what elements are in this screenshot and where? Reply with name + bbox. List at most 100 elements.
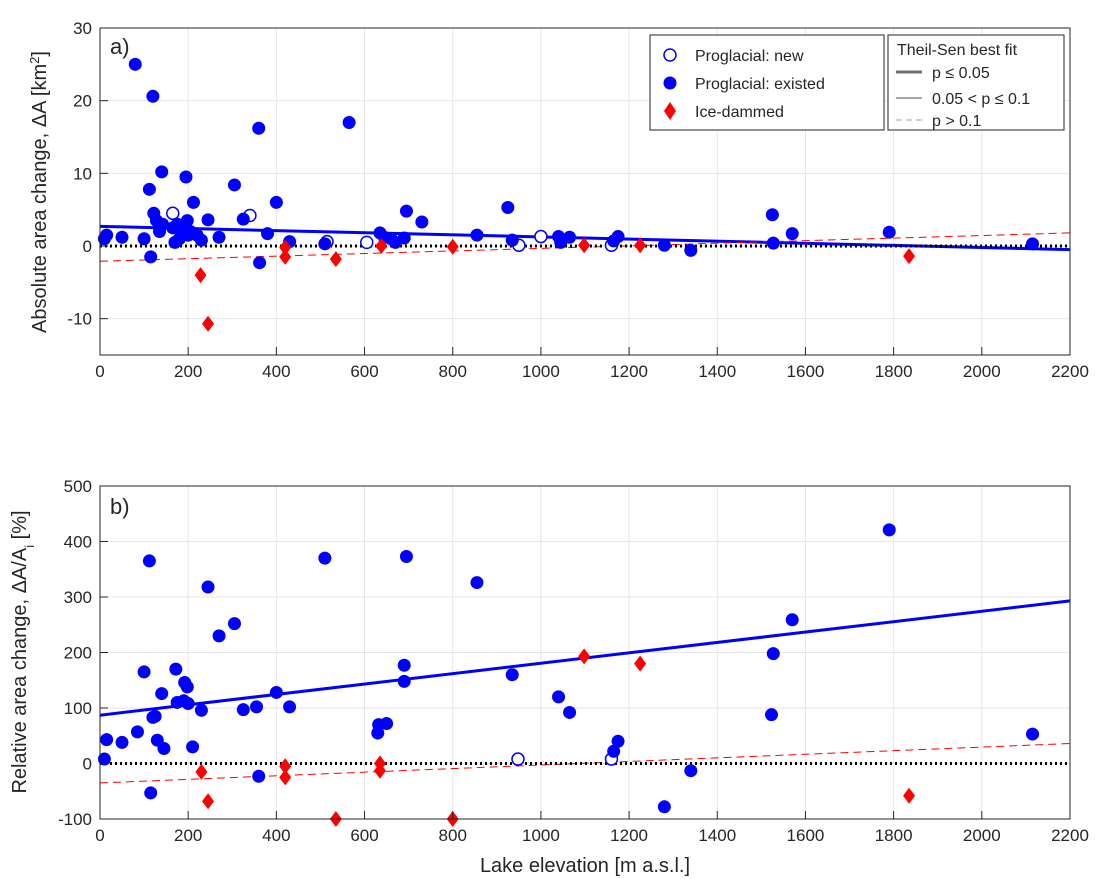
panel-a-point-proglacial-existed bbox=[252, 121, 266, 135]
panel-b-y-tick-label: 100 bbox=[64, 699, 92, 718]
panel-a-point-ice-dammed bbox=[279, 239, 292, 256]
panel-a-x-tick-label: 0 bbox=[95, 362, 104, 381]
panel-b-point-proglacial-existed bbox=[227, 617, 241, 631]
panel-a-point-proglacial-existed bbox=[1026, 237, 1040, 251]
panel-b-point-proglacial-existed bbox=[1026, 727, 1040, 741]
panel-a-label: a) bbox=[110, 34, 130, 59]
panel-b-point-proglacial-existed bbox=[181, 697, 195, 711]
panel-a-x-tick-label: 2200 bbox=[1051, 362, 1089, 381]
panel-a-point-proglacial-existed bbox=[765, 208, 779, 222]
panel-a-x-tick-label: 600 bbox=[350, 362, 378, 381]
panel-b-y-tick-label: 200 bbox=[64, 644, 92, 663]
panel-a-point-proglacial-existed bbox=[261, 227, 275, 241]
panel-a: 0 200 400 600 800 1000 1200 1400 1600 1800 2000 220… bbox=[27, 19, 1089, 381]
panel-a-point-proglacial-existed bbox=[194, 233, 208, 247]
panel-b-x-axis-label: Lake elevation [m a.s.l.] bbox=[480, 855, 690, 877]
panel-a-point-ice-dammed bbox=[202, 315, 215, 332]
panel-a-point-proglacial-existed bbox=[115, 230, 129, 244]
panel-a-x-tick-label: 1000 bbox=[522, 362, 560, 381]
panel-b-x-tick-label: 200 bbox=[174, 826, 202, 845]
legend-markers: Proglacial: new Proglacial: existed Ice-… bbox=[649, 34, 885, 131]
panel-a-point-proglacial-new bbox=[360, 235, 374, 250]
panel-b-point-ice-dammed bbox=[202, 793, 215, 810]
panel-a-point-proglacial-existed bbox=[470, 228, 484, 242]
panel-b-point-proglacial-existed bbox=[399, 549, 413, 563]
legend-diamond-marker bbox=[664, 102, 676, 120]
panel-b-x-tick-label: 1000 bbox=[522, 826, 560, 845]
panel-b-point-proglacial-existed bbox=[563, 705, 577, 719]
panel-a-x-tick-label: 1600 bbox=[787, 362, 825, 381]
panel-a-point-proglacial-existed bbox=[611, 230, 625, 244]
panel-b-point-proglacial-new bbox=[511, 752, 525, 766]
panel-b-x-tick-label: 0 bbox=[95, 826, 104, 845]
panel-b-tick-labels: 0 200 400 600 800 1000 1200 1400 1600 1800 2000 220… bbox=[58, 477, 1089, 845]
panel-b-x-tick-label: 2200 bbox=[1051, 826, 1089, 845]
panel-b-point-ice-dammed bbox=[634, 655, 647, 672]
panel-a-point-proglacial-existed bbox=[186, 195, 200, 209]
panel-a-point-proglacial-existed bbox=[236, 212, 250, 226]
panel-b-point-proglacial-existed bbox=[148, 709, 162, 723]
panel-b-point-proglacial-existed bbox=[250, 700, 264, 714]
panel-b-point-proglacial-existed bbox=[882, 523, 896, 537]
panel-b-point-proglacial-existed bbox=[657, 800, 671, 814]
panel-a-point-proglacial-existed bbox=[563, 230, 577, 244]
panel-a-point-proglacial-existed bbox=[156, 217, 170, 231]
panel-a-y-tick-label: 30 bbox=[73, 19, 92, 38]
panel-b-point-ice-dammed bbox=[279, 769, 292, 786]
panel-a-point-proglacial-existed bbox=[180, 214, 194, 228]
panel-b-y-axis-label: Relative area change, ΔA/Ai [%] bbox=[9, 510, 37, 793]
panel-b-point-proglacial-existed bbox=[144, 786, 158, 800]
panel-a-tick-labels: 0 200 400 600 800 1000 1200 1400 1600 1800 2000 220… bbox=[67, 19, 1088, 381]
panel-b-point-proglacial-existed bbox=[157, 742, 171, 756]
panel-a-point-proglacial-existed bbox=[128, 57, 142, 71]
panel-a-point-ice-dammed bbox=[329, 251, 342, 268]
panel-b-point-proglacial-existed bbox=[252, 769, 266, 783]
panel-a-point-proglacial-existed bbox=[399, 204, 413, 218]
legend-open-circle-marker bbox=[663, 48, 677, 62]
panel-b-y-tick-label: 0 bbox=[83, 755, 92, 774]
panel-b-x-tick-label: 1600 bbox=[787, 826, 825, 845]
panel-a-point-proglacial-existed bbox=[146, 89, 160, 103]
legend-fit-box bbox=[887, 34, 1065, 131]
panel-b-point-proglacial-existed bbox=[194, 703, 208, 717]
panel-a-x-tick-label: 1800 bbox=[875, 362, 913, 381]
panel-b-point-proglacial-existed bbox=[137, 665, 151, 679]
panel-b-x-tick-label: 2000 bbox=[963, 826, 1001, 845]
panel-b-y-tick-label: 500 bbox=[64, 477, 92, 496]
legend-filled-circle-marker bbox=[663, 76, 677, 90]
panel-b-point-ice-dammed bbox=[903, 787, 916, 804]
panel-a-point-proglacial-existed bbox=[155, 165, 169, 179]
panel-b-point-proglacial-existed bbox=[607, 744, 621, 758]
panel-a-x-tick-label: 1200 bbox=[610, 362, 648, 381]
panel-a-x-tick-label: 800 bbox=[439, 362, 467, 381]
panel-a-y-axis-label: Absolute area change, ΔA [km2] bbox=[27, 51, 52, 333]
panel-a-point-proglacial-existed bbox=[137, 232, 151, 246]
panel-a-marks bbox=[97, 57, 1040, 332]
panel-a-point-proglacial-existed bbox=[269, 195, 283, 209]
panel-a-y-tick-label: 0 bbox=[83, 237, 92, 256]
panel-a-point-ice-dammed bbox=[446, 238, 459, 255]
panel-b-point-proglacial-existed bbox=[130, 725, 144, 739]
panel-a-point-proglacial-existed bbox=[785, 227, 799, 241]
panel-b-point-proglacial-existed bbox=[283, 700, 297, 714]
panel-b-point-ice-dammed bbox=[279, 758, 292, 775]
legend-markers-box bbox=[649, 34, 885, 131]
panel-b-point-proglacial-existed bbox=[766, 647, 780, 661]
panel-a-point-ice-dammed bbox=[903, 248, 916, 265]
panel-b-marks bbox=[97, 523, 1040, 827]
panel-b-x-tick-label: 1400 bbox=[698, 826, 736, 845]
panel-a-x-tick-label: 2000 bbox=[963, 362, 1001, 381]
panel-b-point-proglacial-existed bbox=[684, 764, 698, 778]
panel-b-point-ice-dammed bbox=[373, 762, 386, 779]
panel-a-point-proglacial-existed bbox=[342, 115, 356, 129]
panel-b-point-proglacial-existed bbox=[97, 752, 111, 766]
panel-b-point-proglacial-existed bbox=[169, 662, 183, 676]
panel-a-y-tick-label: 10 bbox=[73, 164, 92, 183]
panel-a-point-proglacial-existed bbox=[318, 237, 332, 251]
panel-b-x-tick-label: 600 bbox=[350, 826, 378, 845]
panel-b-point-proglacial-existed bbox=[765, 708, 779, 722]
panel-a-axes-frame bbox=[99, 27, 1071, 356]
panel-b-point-proglacial-existed bbox=[397, 658, 411, 672]
panel-b-point-proglacial-existed bbox=[552, 690, 566, 704]
